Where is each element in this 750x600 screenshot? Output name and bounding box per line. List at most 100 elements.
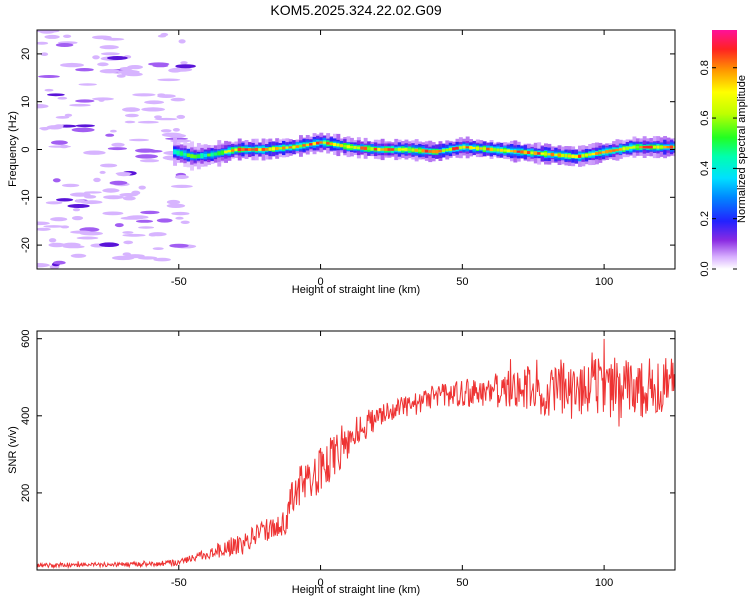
noise-speck	[75, 99, 95, 103]
ridge-core	[554, 153, 559, 156]
ridge-core	[578, 154, 582, 158]
snr-marks	[37, 338, 675, 570]
noise-speck	[135, 154, 159, 159]
ridge-core	[322, 141, 327, 144]
ridge-core	[261, 147, 266, 152]
ridge-core	[441, 149, 446, 152]
noise-speck	[62, 245, 85, 249]
y-tick-label: 0	[20, 146, 32, 152]
ridge-core	[394, 148, 399, 151]
spectrogram-x-label: Height of straight line (km)	[292, 284, 420, 296]
noise-speck	[46, 125, 63, 130]
ridge-core	[550, 152, 555, 157]
ridge-core	[217, 151, 222, 156]
colorbar-tick-label: 0.8	[699, 60, 711, 75]
ridge-core	[268, 147, 273, 151]
spectrogram-marks	[37, 30, 675, 269]
ridge-core	[254, 147, 259, 152]
ridge-core	[540, 152, 545, 155]
ridge-core	[350, 146, 354, 149]
snr-frame	[36, 330, 676, 571]
noise-speck	[92, 35, 112, 40]
noise-speck	[52, 178, 61, 183]
ridge-core	[411, 148, 416, 152]
noise-speck	[93, 177, 101, 183]
ridge-core	[367, 147, 371, 150]
y-tick-label: -10	[20, 189, 32, 205]
ridge-core	[493, 148, 497, 152]
noise-speck	[140, 210, 160, 215]
ridge-core	[397, 147, 402, 152]
noise-speck	[169, 243, 189, 248]
ridge-core	[421, 149, 426, 153]
noise-speck	[141, 107, 166, 112]
ridge-core	[319, 141, 324, 144]
ridge-core	[656, 145, 661, 149]
x-tick-label: 0	[317, 276, 323, 288]
snr-y-label: SNR (v/v)	[7, 426, 19, 474]
spectrogram-y-ticks: -20 -10 0 10 20	[20, 48, 675, 253]
ridge-core	[346, 145, 351, 149]
ridge-core	[499, 148, 504, 152]
ridge-core	[496, 148, 501, 152]
x-tick-label: -50	[171, 577, 187, 589]
ridge-core	[615, 148, 620, 152]
x-tick-label: 50	[456, 276, 468, 288]
ridge-core	[516, 150, 521, 153]
noise-speck	[111, 142, 125, 147]
ridge-core	[608, 149, 613, 153]
ridge-core	[547, 153, 552, 156]
noise-speck	[79, 231, 103, 236]
ridge-core	[244, 148, 249, 151]
ridge-core	[591, 152, 596, 156]
noise-speck	[75, 124, 95, 128]
noise-speck	[99, 242, 120, 247]
noise-speck	[128, 138, 150, 142]
noise-speck	[92, 97, 114, 101]
noise-speck	[84, 195, 97, 199]
noise-speck	[40, 52, 49, 56]
colorbar-ticks: 0.0 0.2 0.4 0.6 0.8	[699, 60, 737, 277]
ridge-core	[571, 154, 576, 158]
ridge-core	[224, 150, 228, 154]
ridge-core	[227, 150, 232, 153]
ridge-core	[530, 151, 535, 155]
x-tick-label: 0	[317, 577, 323, 589]
ridge-core	[401, 148, 405, 151]
noise-speck	[37, 263, 50, 268]
snr-series-line	[37, 338, 675, 570]
ridge-core	[176, 150, 181, 155]
noise-speck	[122, 233, 146, 237]
ridge-core	[598, 151, 603, 155]
noise-speck	[97, 62, 109, 67]
x-tick-label: -50	[171, 276, 187, 288]
ridge-core	[265, 148, 269, 151]
ridge-core	[431, 150, 436, 154]
noise-speck	[107, 56, 128, 60]
noise-speck	[116, 74, 126, 78]
ridge-core	[646, 145, 650, 149]
ridge-core	[200, 153, 205, 158]
noise-speck	[102, 188, 120, 193]
ridge-core	[305, 143, 310, 146]
noise-speck	[152, 64, 169, 68]
ridge-core	[282, 146, 286, 150]
ridge-core	[193, 154, 198, 159]
ridge-core	[564, 154, 569, 158]
ridge-core	[203, 153, 208, 157]
noise-speck	[160, 129, 172, 133]
noise-speck	[100, 163, 118, 168]
ridge-core	[438, 149, 443, 153]
noise-speck	[55, 43, 74, 47]
ridge-core	[513, 150, 518, 153]
noise-speck	[37, 227, 51, 231]
noise-speck	[67, 204, 90, 208]
ridge-core	[649, 145, 654, 149]
ridge-core	[652, 145, 657, 149]
ridge-core	[537, 152, 542, 155]
noise-speck	[55, 116, 70, 119]
ridge-core	[309, 142, 314, 146]
noise-speck	[44, 88, 54, 92]
ridge-core	[295, 145, 300, 148]
ridge-core	[458, 146, 463, 150]
